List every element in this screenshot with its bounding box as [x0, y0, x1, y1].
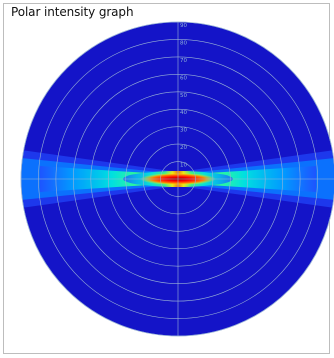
radial-tick-label: 80 [180, 40, 187, 46]
chart-title: Polar intensity graph [11, 5, 134, 19]
polar-outer-ring [20, 21, 334, 337]
radial-tick-label: 50 [180, 93, 187, 99]
radial-tick-label: 40 [180, 110, 187, 116]
radial-tick-labels: 10 20 30 40 50 60 70 80 90 [180, 23, 187, 169]
radial-tick-label: 20 [180, 145, 187, 151]
radial-tick-label: 10 [180, 163, 187, 169]
radial-tick-label: 70 [180, 58, 187, 64]
radial-tick-label: 30 [180, 128, 187, 134]
radial-tick-label: 90 [180, 23, 187, 29]
radial-tick-label: 60 [180, 75, 187, 81]
